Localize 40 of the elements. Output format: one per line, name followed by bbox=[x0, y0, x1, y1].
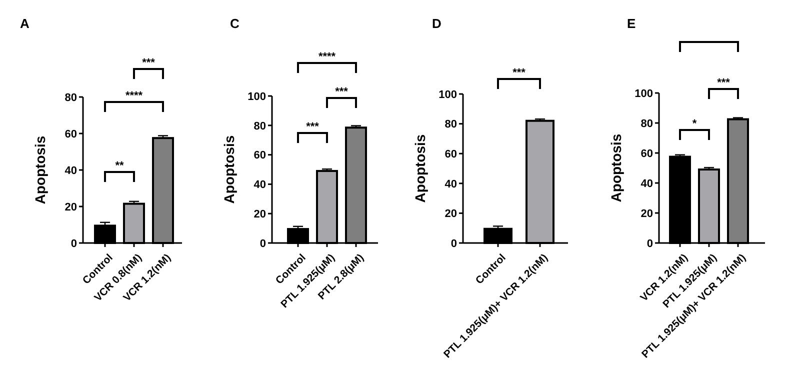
y-tick-label: 0 bbox=[260, 238, 266, 250]
text: *** bbox=[512, 67, 526, 79]
y-tick-label: 40 bbox=[640, 178, 653, 190]
y-tick-label: 20 bbox=[64, 201, 77, 214]
text: *** bbox=[717, 77, 731, 89]
text: **** bbox=[318, 51, 336, 63]
y-tick-label: 100 bbox=[248, 90, 266, 103]
annotation: *** bbox=[335, 86, 349, 98]
chart-title: C bbox=[230, 16, 240, 31]
text: *** bbox=[142, 57, 156, 69]
chart-title: A bbox=[20, 16, 30, 31]
y-tick-label: 60 bbox=[444, 148, 457, 160]
y-tick-label: 100 bbox=[438, 88, 457, 101]
y-tick-label: 60 bbox=[254, 150, 266, 162]
y-tick-label: 100 bbox=[634, 88, 653, 100]
y-tick-label: 0 bbox=[70, 238, 77, 250]
annotation: **** bbox=[125, 90, 144, 102]
annotation: ** bbox=[115, 160, 124, 172]
y-tick-label: 0 bbox=[646, 238, 653, 250]
annotation: * bbox=[692, 118, 698, 130]
y-tick-label: 0 bbox=[450, 238, 457, 250]
y-tick-label: 20 bbox=[444, 208, 457, 220]
y-tick-label: 60 bbox=[640, 148, 653, 160]
y-tick-label: 20 bbox=[640, 208, 653, 220]
y-axis-title: Apoptosis bbox=[608, 134, 624, 202]
y-tick-label: 80 bbox=[640, 118, 653, 130]
y-axis-title: Apoptosis bbox=[32, 136, 48, 204]
y-tick-label: 80 bbox=[254, 120, 266, 132]
y-tick-label: 60 bbox=[64, 128, 77, 140]
y-tick-label: 40 bbox=[444, 178, 457, 190]
chart-title: D bbox=[432, 16, 442, 31]
y-axis-title: Apoptosis bbox=[221, 135, 237, 204]
y-tick-label: 80 bbox=[64, 92, 77, 104]
y-tick-label: 40 bbox=[254, 179, 266, 192]
chart-title: E bbox=[627, 16, 636, 31]
y-tick-label: 40 bbox=[64, 164, 77, 177]
y-tick-label: 80 bbox=[444, 118, 457, 131]
annotation: *** bbox=[306, 121, 320, 133]
y-tick-label: 20 bbox=[254, 208, 266, 220]
y-axis-title: Apoptosis bbox=[412, 134, 428, 203]
